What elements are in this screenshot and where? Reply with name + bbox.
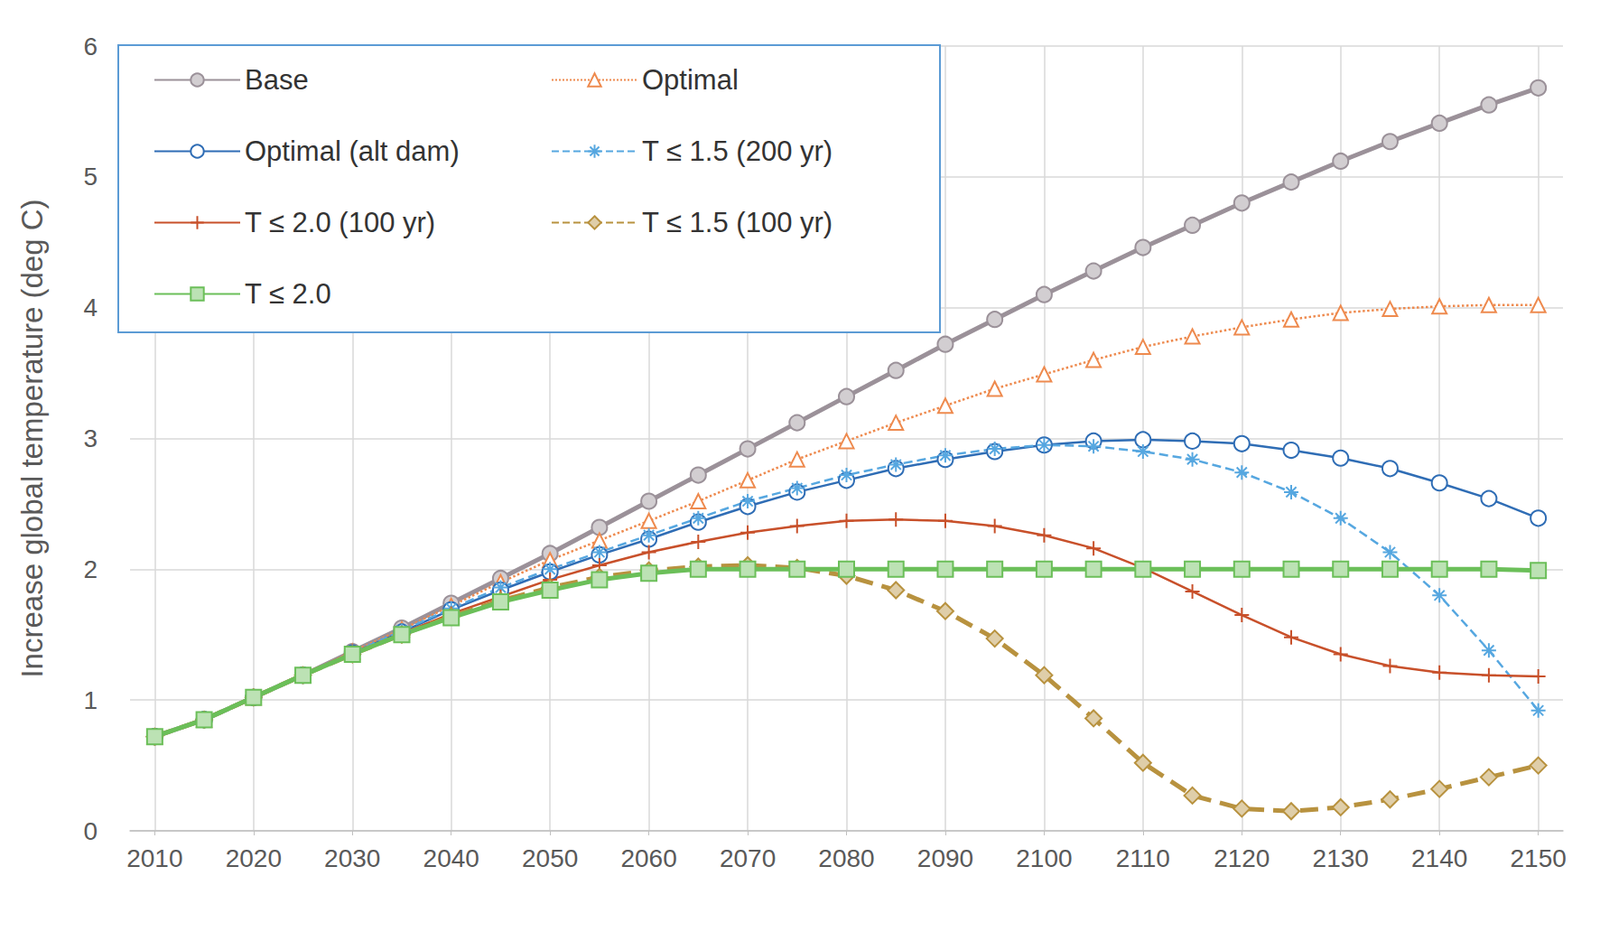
svg-text:2080: 2080 [818, 844, 875, 873]
svg-text:2130: 2130 [1312, 844, 1369, 873]
svg-text:2120: 2120 [1213, 844, 1270, 873]
svg-text:1: 1 [83, 686, 98, 715]
svg-text:2140: 2140 [1411, 844, 1468, 873]
svg-text:2060: 2060 [620, 844, 677, 873]
svg-text:2040: 2040 [423, 844, 480, 873]
svg-text:T ≤ 2.0: T ≤ 2.0 [244, 278, 332, 310]
svg-text:2050: 2050 [521, 844, 578, 873]
svg-text:2: 2 [83, 555, 98, 584]
svg-text:T ≤ 2.0 (100 yr): T ≤ 2.0 (100 yr) [244, 206, 436, 239]
svg-text:2090: 2090 [917, 844, 974, 873]
svg-text:Optimal (alt dam): Optimal (alt dam) [244, 135, 460, 168]
svg-text:4: 4 [83, 293, 98, 322]
svg-text:2150: 2150 [1509, 844, 1566, 873]
svg-text:5: 5 [83, 162, 98, 191]
svg-text:Base: Base [244, 64, 309, 96]
svg-text:0: 0 [83, 817, 98, 846]
svg-text:Optimal: Optimal [641, 64, 739, 96]
svg-text:6: 6 [83, 32, 98, 61]
svg-text:2030: 2030 [324, 844, 381, 873]
svg-text:2070: 2070 [719, 844, 776, 873]
svg-text:T ≤ 1.5 (200 yr): T ≤ 1.5 (200 yr) [641, 135, 833, 168]
svg-text:T ≤ 1.5 (100 yr): T ≤ 1.5 (100 yr) [641, 206, 833, 239]
svg-text:2100: 2100 [1015, 844, 1072, 873]
svg-text:2110: 2110 [1116, 844, 1171, 873]
svg-text:3: 3 [83, 424, 98, 453]
svg-text:Increase global temperature (d: Increase global temperature (deg C) [15, 198, 49, 678]
svg-text:2020: 2020 [225, 844, 282, 873]
svg-text:2010: 2010 [126, 844, 183, 873]
